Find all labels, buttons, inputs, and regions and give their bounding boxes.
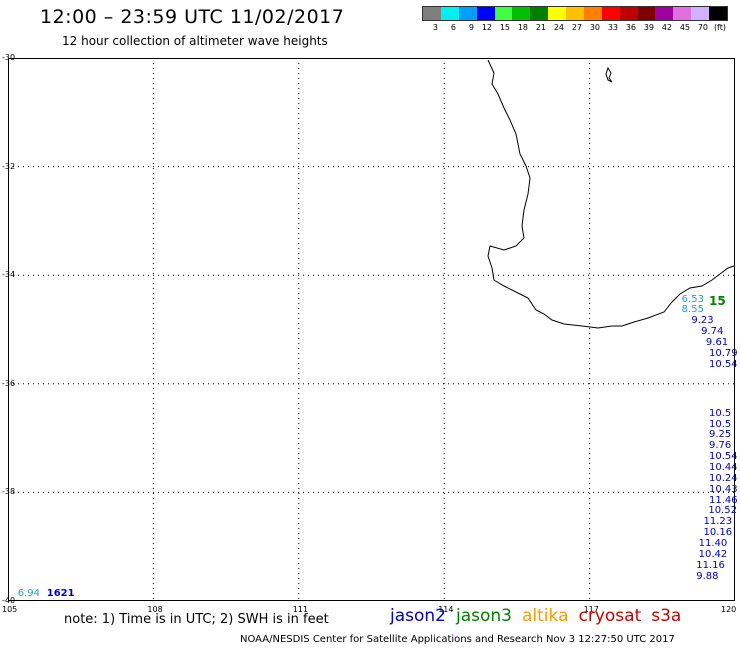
legend-swatch [709,7,727,20]
legend-swatch [548,7,566,20]
grid-lines [8,58,735,601]
longitude-tick-label: 114 [438,605,454,614]
legend-label: 39 [643,23,654,32]
wave-height-observation: 11.16 [696,559,725,571]
coastline-western-australia [487,59,735,329]
legend-label: 30 [589,23,600,32]
legend-swatch [583,7,602,20]
wave-height-observation: 9.74 [701,326,724,338]
latitude-tick-label: -30 [2,53,16,62]
map-subtitle: 12 hour collection of altimeter wave hei… [62,34,328,48]
map-frame [8,58,735,601]
legend-label: 21 [535,23,546,32]
legend-label: 27 [571,23,582,32]
footer-credit: NOAA/NESDIS Center for Satellite Applica… [240,634,675,645]
satellite-legend-jason2: jason2 [390,606,446,626]
legend-label: 45 [679,23,690,32]
legend-swatch [655,7,674,20]
legend-swatch [601,7,620,20]
legend-label: 36 [625,23,636,32]
legend-swatch [619,7,638,20]
legend-swatch [566,7,584,20]
legend-labels: 3 6 9 12 15 18 21 24 27 30 33 36 39 42 45 70 (ft) [422,23,728,32]
footer-note: note: 1) Time is in UTC; 2) SWH is in fe… [64,612,329,627]
latitude-tick-label: -36 [2,378,16,388]
longitude-tick-label: 117 [583,605,599,614]
legend-label: 3 [432,23,438,32]
legend-label: 12 [481,23,492,32]
legend-label: 6 [450,23,456,32]
wave-height-observation: 11.23 [703,516,733,528]
wave-height-observation: 10.54 [709,451,738,463]
wave-height-observation: 10.5 [709,407,732,419]
satellite-legend-altika: altika [522,606,569,626]
wave-height-observation: 10.52 [708,505,737,517]
legend-label: 15 [499,23,510,32]
legend-swatch [494,7,513,20]
wave-height-observation: 15 [709,293,726,308]
wave-height-observation: 10.79 [709,347,738,359]
legend-swatches [422,6,728,21]
longitude-tick-label: 111 [292,605,309,614]
legend-swatch [530,7,549,20]
map-canvas [8,58,735,601]
longitude-tick-label: 108 [147,605,163,614]
wave-height-observation: 8.55 [681,304,704,316]
legend-swatch [423,7,441,20]
wave-height-observation: 1621 [46,587,75,599]
wave-height-observation: 10.44 [709,461,738,473]
wave-height-observation: 11.46 [709,494,738,506]
legend-swatch [691,7,709,20]
wave-height-observation: 9.88 [696,570,719,582]
latitude-tick-label: -32 [2,161,16,171]
satellite-legend-jason3: jason3 [456,606,512,626]
latitude-tick-label: -34 [2,270,16,280]
satellite-legend-s3a: s3a [651,606,682,626]
wave-height-observation: 6.53 [681,293,704,305]
latitude-tick-label: -40 [2,596,16,605]
wave-height-observation: 6.94 [17,587,40,599]
wave-height-observation: 11.40 [698,537,728,549]
wave-height-observation: 10.54 [709,358,738,370]
legend-label: 33 [607,23,618,32]
legend-label: 18 [517,23,528,32]
wave-height-observation: 10.5 [709,418,732,430]
wave-height-observation: 10.24 [709,472,738,484]
legend-swatch [637,7,656,20]
latitude-tick-label: -38 [2,487,16,497]
satellite-legend-cryosat: cryosat [578,606,642,626]
legend-label: 24 [553,23,564,32]
wave-height-map: 6.94 1621 6.53 15 8.55 9.23 9.74 9.61 10.79 10.54… [2,53,738,614]
wave-height-observation: 10.42 [698,548,728,560]
legend-label: 42 [661,23,672,32]
wave-height-observation: 9.61 [705,337,729,349]
legend-swatch [476,7,495,20]
longitude-tick-label: 105 [2,605,18,614]
wave-height-observation: 9.23 [691,315,714,327]
legend-swatch [440,7,459,20]
legend-label: 70 [697,23,708,32]
wave-height-observation: 9.25 [709,429,732,441]
wave-height-observation: 9.76 [709,440,732,452]
map-title: 12:00 – 23:59 UTC 11/02/2017 [40,6,345,28]
legend-label: 9 [468,23,474,32]
longitude-tick-label: 120 [721,605,737,614]
satellite-legend: jason2 jason3 altika cryosat s3a [390,606,681,626]
legend-unit: (ft) [713,23,726,32]
legend-swatch [458,7,477,20]
wave-height-observation: 10.16 [703,527,733,539]
color-legend: 3 6 9 12 15 18 21 24 27 30 33 36 39 42 45 70 (ft) [422,6,728,34]
legend-swatch [673,7,692,20]
legend-swatch [512,7,531,20]
wave-height-observation: 10.43 [709,483,738,495]
coastline-islet [605,66,613,83]
